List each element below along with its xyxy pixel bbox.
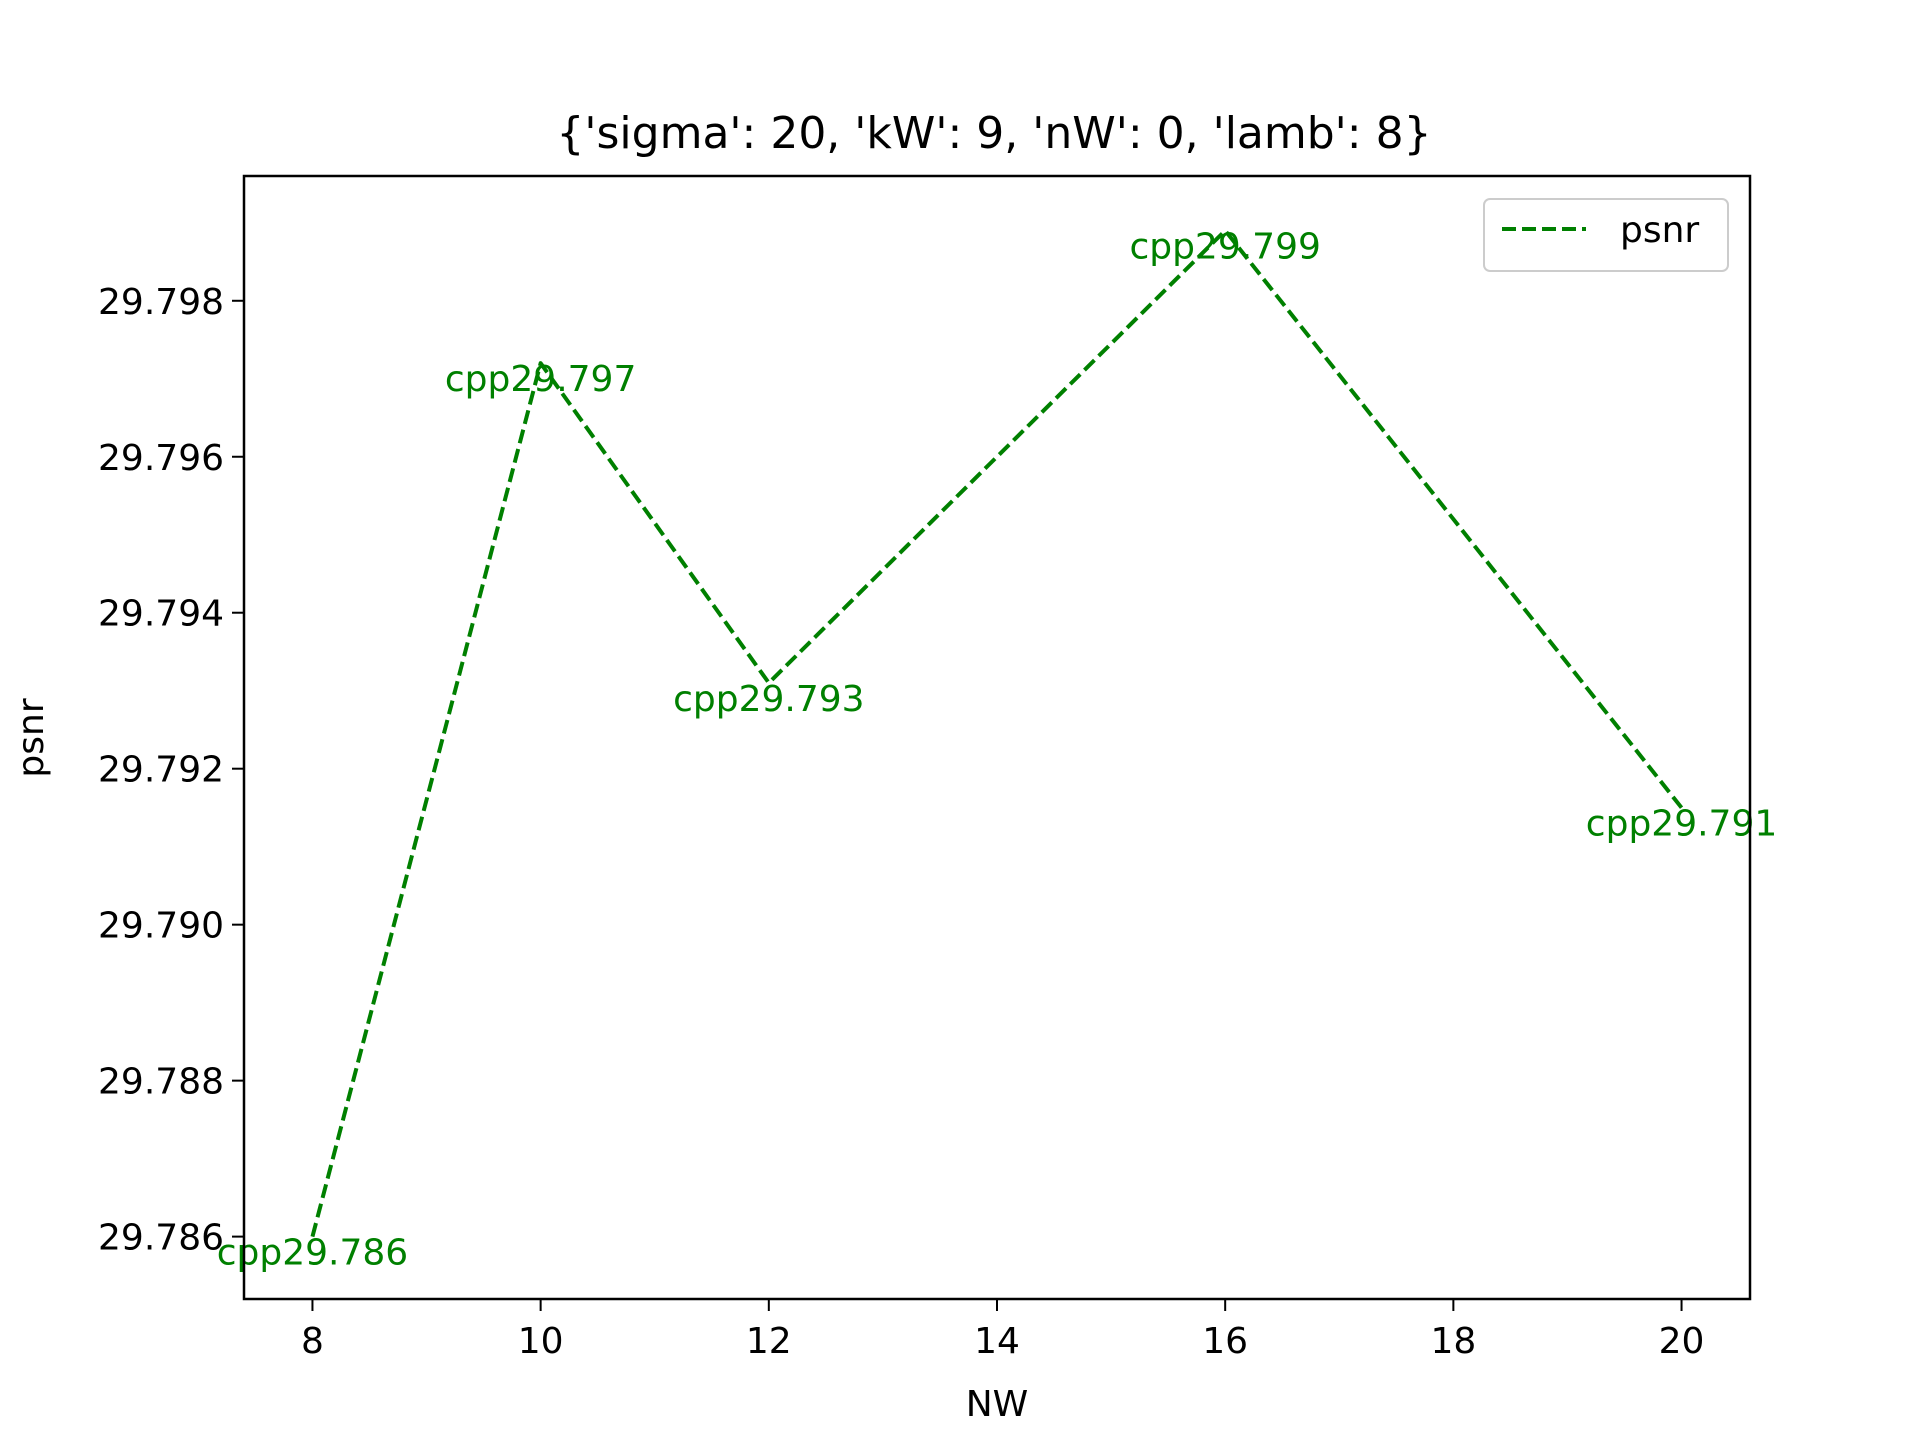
x-tick-label: 18 [1430,1321,1476,1362]
legend: psnr [1483,198,1729,272]
data-label: cpp29.797 [445,359,636,400]
x-tick-label: 20 [1659,1321,1705,1362]
y-tick-label: 29.788 [98,1062,224,1103]
y-axis: 29.786 29.788 29.790 29.792 29.794 29.796 29.7… [98,282,244,1259]
y-tick-label: 29.794 [98,594,224,635]
y-tick-label: 29.796 [98,438,224,479]
y-tick-label: 29.798 [98,282,224,323]
series-line-psnr [310,228,1684,1238]
x-tick-label: 12 [746,1321,792,1362]
x-axis-label: NW [966,1384,1029,1425]
y-tick-label: 29.786 [98,1218,224,1259]
data-label: cpp29.791 [1586,804,1777,845]
legend-label: psnr [1620,210,1699,251]
x-tick-label: 16 [1202,1321,1248,1362]
legend-box [1483,198,1729,272]
x-tick-label: 8 [301,1321,324,1362]
x-axis: 8 10 12 14 16 18 20 [301,1299,1704,1362]
plot-area: cpp29.786 cpp29.797 cpp29.793 cpp29.799 cpp2… [217,227,1778,1274]
chart-title: {'sigma': 20, 'kW': 9, 'nW': 0, 'lamb': … [556,108,1431,159]
y-tick-label: 29.790 [98,906,224,947]
data-label: cpp29.799 [1129,227,1320,268]
data-label: cpp29.786 [217,1233,408,1274]
y-axis-label: psnr [11,698,52,777]
data-label: cpp29.793 [673,679,864,720]
x-tick-label: 10 [518,1321,564,1362]
x-tick-label: 14 [974,1321,1020,1362]
y-tick-label: 29.792 [98,750,224,791]
